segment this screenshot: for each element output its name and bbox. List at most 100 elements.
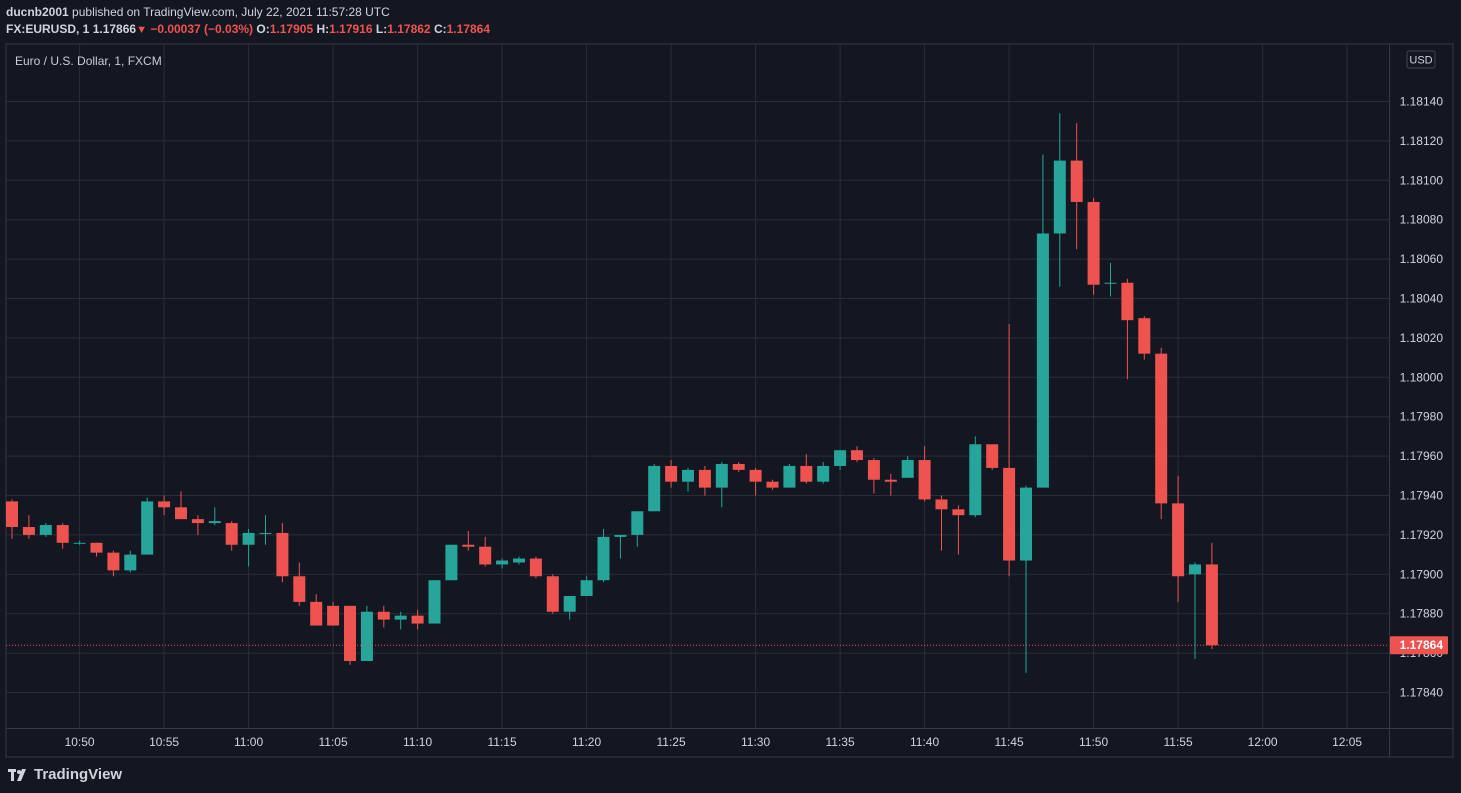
low-label: L: [375, 22, 388, 36]
price-tick-label: 1.17960 [1400, 449, 1444, 463]
candle [563, 595, 576, 620]
candle-body [445, 544, 458, 581]
candle [732, 462, 745, 472]
price-tick-label: 1.17880 [1400, 607, 1444, 621]
candle [918, 446, 931, 502]
time-tick-label: 11:40 [910, 735, 939, 749]
price-tick-label: 1.18000 [1400, 370, 1444, 384]
candle-body [1172, 503, 1185, 577]
candle [242, 528, 255, 567]
candle-body [344, 605, 356, 661]
high-label: H: [316, 22, 330, 36]
candle-body [969, 444, 982, 516]
last-price: 1.17866 [92, 22, 137, 36]
time-tick-label: 11:00 [234, 735, 263, 749]
candle [698, 465, 711, 496]
candle-body [1189, 564, 1201, 575]
candle-body [191, 519, 204, 524]
candle [360, 605, 373, 661]
time-tick-label: 12:05 [1332, 735, 1362, 749]
candle [648, 463, 661, 512]
candle-body [546, 576, 559, 612]
candle [1020, 485, 1032, 673]
candle-body [225, 523, 238, 545]
candle-body [141, 501, 154, 555]
candle-body [6, 501, 18, 528]
candle [1205, 542, 1218, 650]
ohlc-legend: FX:EURUSD, 1 1.17866▼ −0.00037 (−0.03%) … [6, 22, 490, 36]
time-tick-label: 11:05 [319, 735, 348, 749]
time-tick-label: 11:55 [1164, 735, 1193, 749]
candle-body [90, 542, 103, 553]
price-change: −0.00037 (−0.03%) [150, 22, 254, 36]
candle [783, 463, 796, 488]
candle [107, 550, 120, 577]
price-axis[interactable]: 1.178401.178601.178801.179001.179201.179… [1400, 95, 1444, 700]
candle [614, 534, 627, 559]
candle [39, 523, 52, 537]
candle-body [783, 465, 796, 488]
candle [428, 580, 441, 624]
candle [90, 542, 103, 557]
candle [867, 458, 880, 494]
candle-body [242, 532, 255, 545]
candle [56, 523, 69, 549]
candle-body [867, 460, 880, 480]
price-tick-label: 1.18100 [1400, 173, 1444, 187]
candle-body [1070, 160, 1083, 202]
candle-body [817, 465, 830, 482]
low-value: 1.17862 [387, 22, 431, 36]
currency-badge[interactable] [1406, 50, 1436, 69]
candle [800, 454, 813, 484]
candle-body [513, 558, 525, 563]
time-tick-label: 11:25 [657, 735, 686, 749]
price-tick-label: 1.17920 [1400, 528, 1444, 542]
last-price-tag-text: 1.17864 [1400, 638, 1444, 652]
candle [597, 528, 610, 583]
candle-body [327, 605, 340, 626]
candle-body [22, 527, 35, 535]
candle [208, 507, 221, 526]
symbol-label: FX:EURUSD, 1 [6, 22, 90, 36]
candle [749, 467, 762, 496]
candle [73, 540, 86, 545]
tradingview-brand[interactable]: TradingView [8, 766, 122, 783]
candle [1070, 123, 1083, 250]
candle [124, 550, 137, 573]
candle [377, 605, 390, 628]
candle [1138, 316, 1151, 360]
candle [935, 495, 948, 551]
candle-body [39, 525, 52, 535]
candle-body [749, 469, 762, 482]
candle [1155, 347, 1168, 520]
candle [276, 523, 289, 583]
candle-body [834, 450, 847, 466]
candle-body [563, 595, 576, 612]
candle-body [614, 534, 627, 537]
time-tick-label: 11:50 [1079, 735, 1108, 749]
publisher-username[interactable]: ducnb2001 [6, 5, 69, 19]
candle [834, 450, 847, 470]
chart-title: Euro / U.S. Dollar, 1, FXCM [15, 54, 162, 68]
candle [715, 462, 728, 508]
candle-body [732, 463, 745, 470]
candle-body [259, 532, 272, 534]
candle [445, 544, 458, 581]
candle-body [851, 450, 863, 461]
time-tick-label: 12:00 [1248, 735, 1278, 749]
open-label: O: [256, 22, 270, 36]
candle [141, 497, 154, 555]
candle-body [766, 481, 779, 488]
candle [158, 495, 171, 516]
candle [580, 576, 593, 596]
time-tick-label: 11:15 [488, 735, 517, 749]
candle [631, 511, 644, 547]
candle [1121, 278, 1134, 380]
candle [411, 609, 424, 630]
candle-body [208, 521, 221, 524]
time-axis[interactable]: 10:50 10:55 11:00 11:05 11:10 11:15 11:20 11:25… [65, 735, 1363, 749]
candle [884, 473, 897, 496]
time-tick-label: 11:20 [572, 735, 601, 749]
candle [344, 605, 356, 665]
